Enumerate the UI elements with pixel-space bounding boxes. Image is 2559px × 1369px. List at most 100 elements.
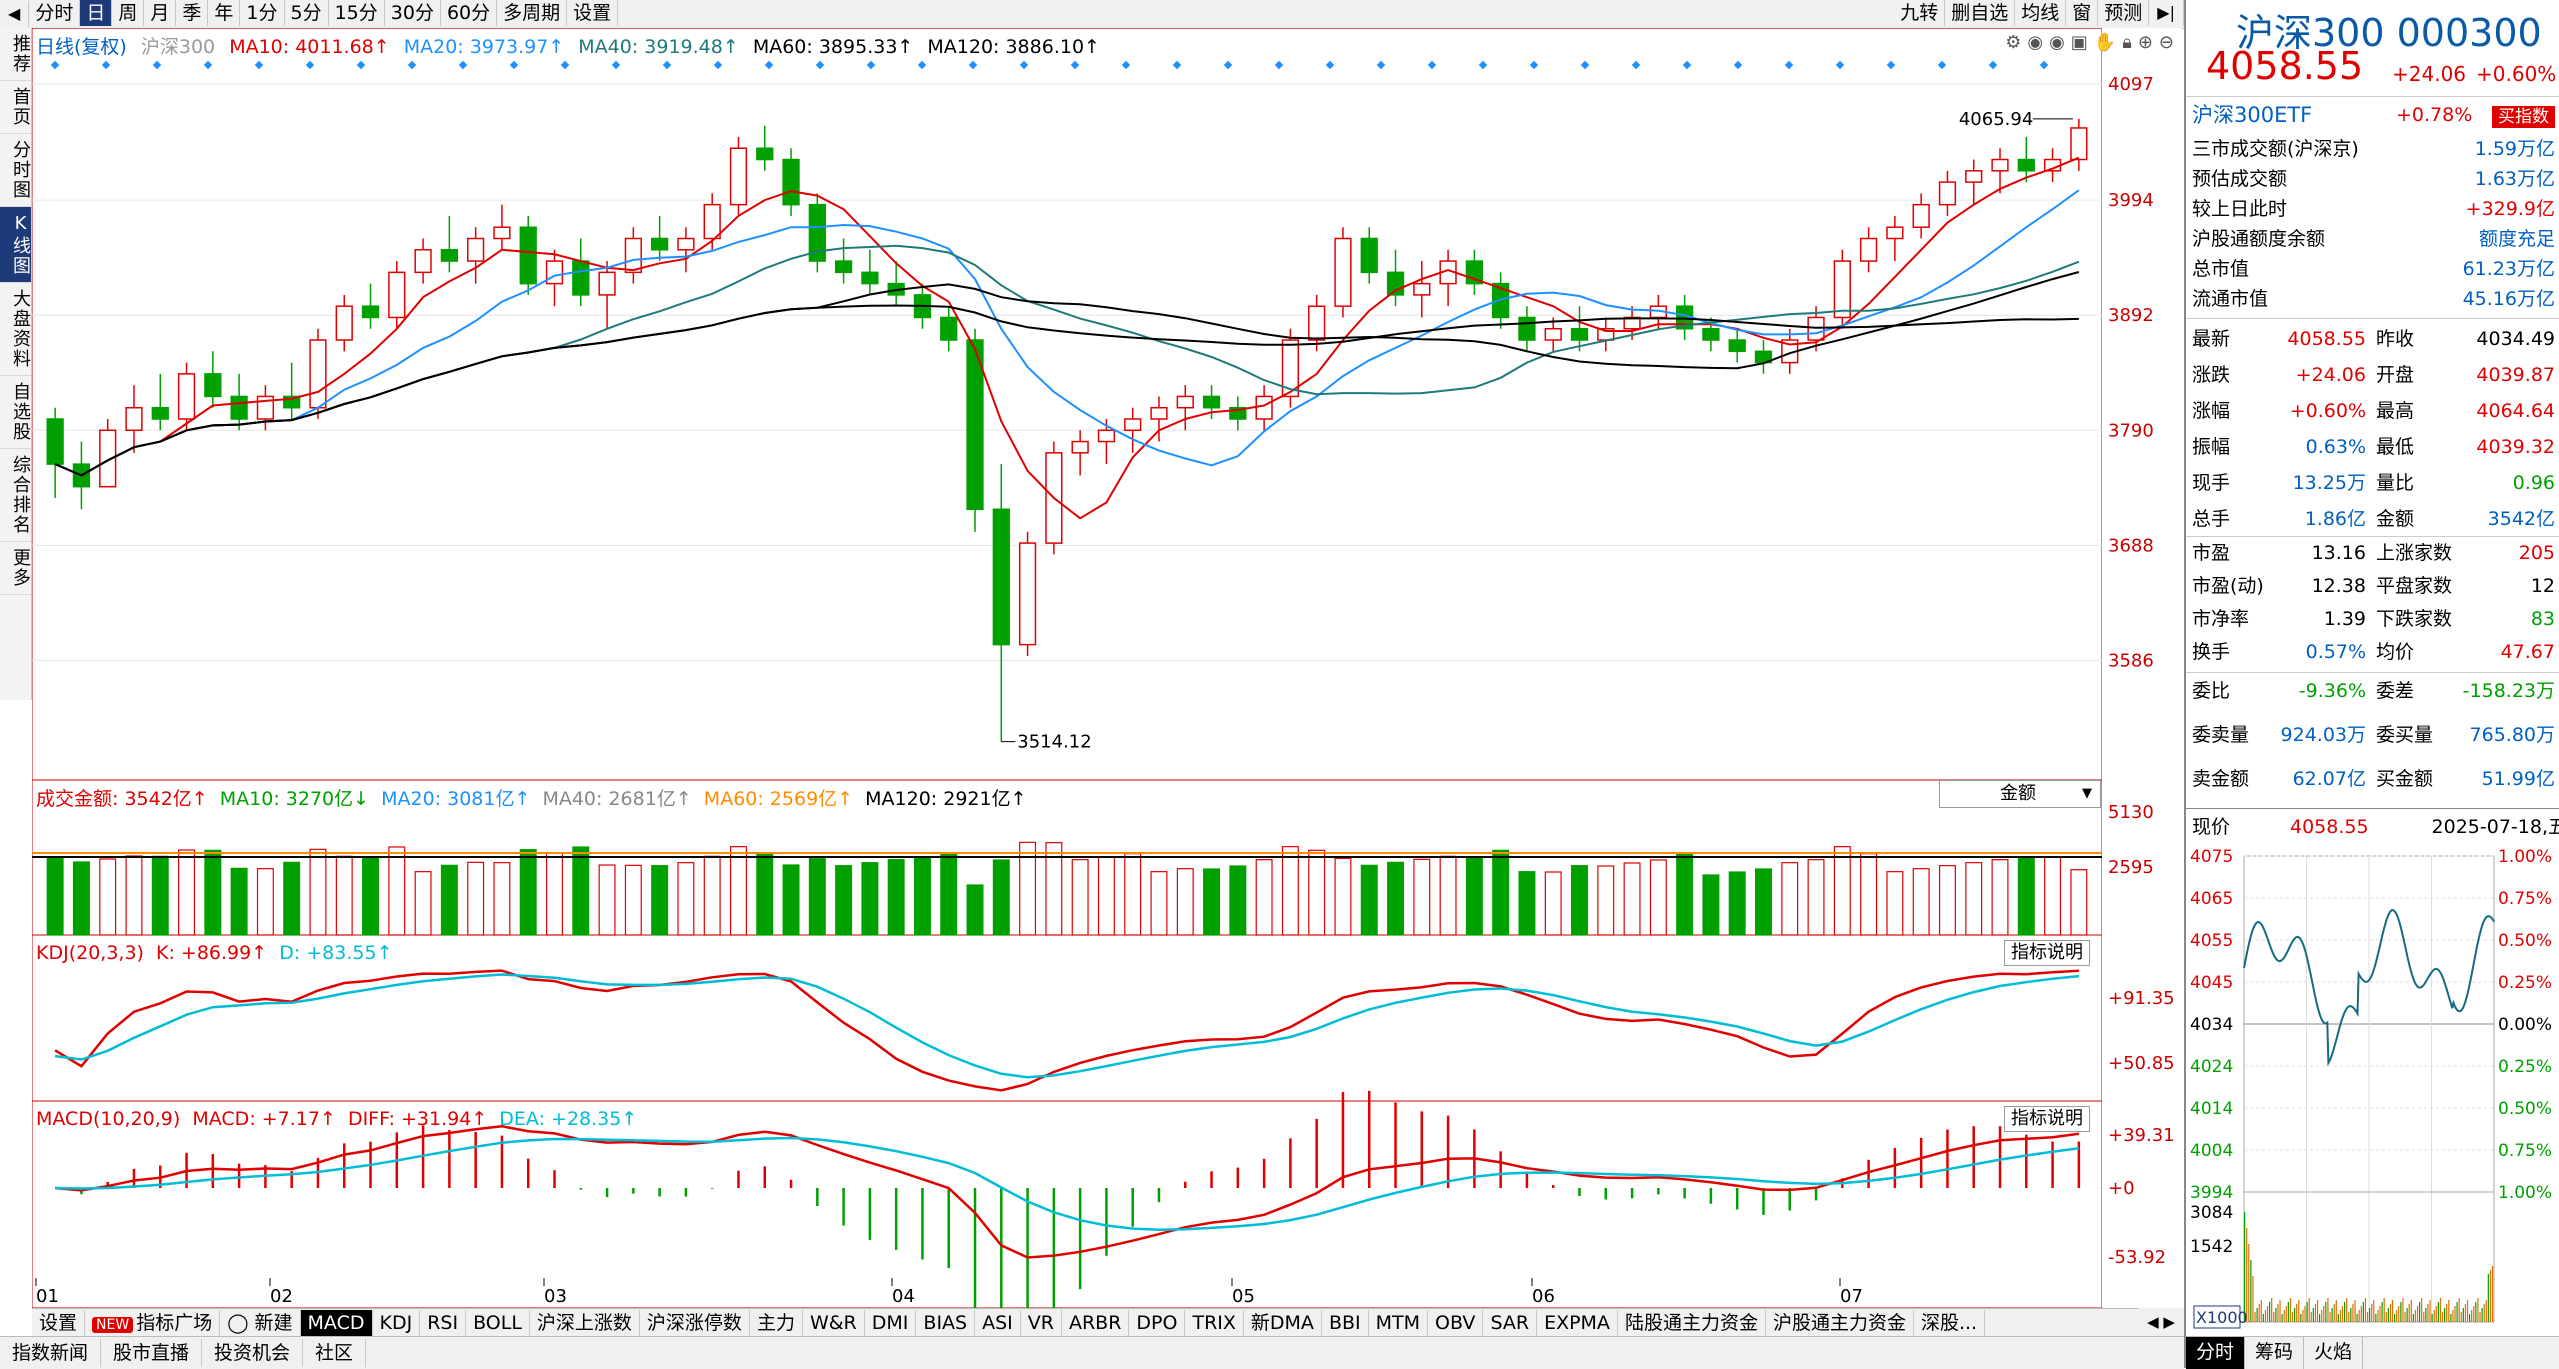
chevron-left-icon[interactable]: ◀ xyxy=(2147,1313,2159,1331)
zoom-in-icon[interactable]: ⊕ xyxy=(2137,32,2159,53)
etf-name[interactable]: 沪深300ETF xyxy=(2192,103,2313,127)
x-month-label: 07 xyxy=(1840,1286,1863,1307)
indicator-tab[interactable]: 沪股通主力资金 xyxy=(1766,1310,1914,1336)
candlestick-chart[interactable]: 4097 3994 3892 3790 3688 3586 4065.94 3514.12 51… xyxy=(32,28,2182,1308)
indicator-tab[interactable]: EXPMA xyxy=(1537,1310,1618,1336)
stat-value: 45.16万亿 xyxy=(2462,288,2555,310)
period-tab[interactable]: 日 xyxy=(80,0,113,26)
chart-type-label[interactable]: 日线(复权) xyxy=(36,36,127,58)
candle-body xyxy=(650,237,669,251)
y-tick-label: 3892 xyxy=(2108,305,2154,326)
eye-icon[interactable]: ◉ xyxy=(2049,32,2071,53)
left-nav-item[interactable]: 分时图 xyxy=(0,134,31,207)
stat-value: 1.63万亿 xyxy=(2474,168,2555,190)
indicator-tab[interactable]: 沪深上涨数 xyxy=(530,1310,640,1336)
grid-label: 市盈(动) xyxy=(2192,575,2264,597)
mini-tab[interactable]: 火焰 xyxy=(2304,1337,2364,1369)
ma60-line xyxy=(54,271,2080,477)
mini-vol-bar xyxy=(2354,1300,2356,1322)
macd-help-button[interactable]: 指标说明 xyxy=(2004,1106,2090,1132)
mini-tab[interactable]: 分时 xyxy=(2186,1337,2246,1369)
indicator-tab[interactable]: OBV xyxy=(1428,1310,1484,1336)
period-tab[interactable]: 分时 xyxy=(29,0,81,26)
hand-icon[interactable]: ✋ xyxy=(2093,32,2123,53)
toolbar-right-tab[interactable]: 九转 xyxy=(1894,0,1946,26)
collapse-left-icon[interactable]: ◀ xyxy=(0,1,30,27)
chevron-right-icon[interactable]: ▶ xyxy=(2163,1313,2175,1331)
volume-bar xyxy=(1860,853,1878,936)
toolbar-right-tab[interactable]: 窗 xyxy=(2066,0,2099,26)
indicator-tab[interactable]: ASI xyxy=(975,1310,1021,1336)
grid-label: 开盘 xyxy=(2376,364,2415,386)
indicator-tab[interactable]: 深股... xyxy=(1914,1310,1986,1336)
period-tab[interactable]: 月 xyxy=(144,0,177,26)
indicator-tab[interactable]: 主力 xyxy=(750,1310,803,1336)
period-tab[interactable]: 5分 xyxy=(285,0,329,26)
bottom-link[interactable]: 指数新闻 xyxy=(0,1339,102,1367)
left-nav-item[interactable]: 大盘资料 xyxy=(0,283,31,376)
indicator-tab[interactable]: W&R xyxy=(803,1310,865,1336)
mini-right-tick: 0.50% xyxy=(2498,1099,2552,1119)
period-tab[interactable]: 季 xyxy=(176,0,209,26)
indicator-tab[interactable]: MTM xyxy=(1369,1310,1429,1336)
toolbar-right-tab[interactable]: 预测 xyxy=(2098,0,2150,26)
indicator-tab[interactable]: BBI xyxy=(1322,1310,1369,1336)
lock-icon[interactable]: 🔒︎ xyxy=(2122,32,2138,53)
period-tab[interactable]: 30分 xyxy=(385,0,441,26)
trash-icon[interactable]: ▣ xyxy=(2070,32,2094,53)
left-nav-item[interactable]: 自选股 xyxy=(0,376,31,449)
gear-icon[interactable]: ⚙ xyxy=(2005,32,2028,53)
indicator-tab[interactable]: DPO xyxy=(1129,1310,1186,1336)
indicator-tab[interactable]: ◯ 新建 xyxy=(220,1310,301,1336)
indicator-tab[interactable]: DMI xyxy=(865,1310,917,1336)
period-tab[interactable]: 设置 xyxy=(567,0,619,26)
bottom-link[interactable]: 投资机会 xyxy=(202,1339,304,1367)
bottom-link[interactable]: 股市直播 xyxy=(101,1339,203,1367)
indicator-tab[interactable]: NEW 指标广场 xyxy=(85,1310,221,1336)
left-nav-item[interactable]: 首页 xyxy=(0,81,31,134)
toolbar-right-tab[interactable]: 删自选 xyxy=(1945,0,2016,26)
indicator-tab[interactable]: 设置 xyxy=(32,1310,86,1336)
indicator-tab[interactable]: BOLL xyxy=(466,1310,530,1336)
indicator-tab[interactable]: KDJ xyxy=(373,1310,421,1336)
etf-row[interactable]: 沪深300ETF +0.78% 买指数 xyxy=(2186,98,2559,133)
eye-icon[interactable]: ◉ xyxy=(2027,32,2050,53)
volume-type-select[interactable]: 金额 ▼ xyxy=(1939,780,2101,808)
macd-label: MACD(10,20,9) xyxy=(36,1108,181,1130)
indicator-tab[interactable]: 沪深涨停数 xyxy=(640,1310,750,1336)
indicator-tab[interactable]: VR xyxy=(1021,1310,1062,1336)
left-nav-item[interactable]: 推荐 xyxy=(0,28,31,81)
indicator-tab[interactable]: BIAS xyxy=(916,1310,976,1336)
toolbar-right-tab[interactable]: 均线 xyxy=(2015,0,2067,26)
indicator-tab[interactable]: RSI xyxy=(420,1310,467,1336)
left-nav-item[interactable]: K线图 xyxy=(0,207,31,283)
indicator-tab[interactable]: 新DMA xyxy=(1244,1310,1322,1336)
chart-area: 4097 3994 3892 3790 3688 3586 4065.94 3514.12 51… xyxy=(32,28,2182,1308)
collapse-right-icon[interactable]: ▶| xyxy=(2149,0,2184,26)
indicator-tab[interactable]: ARBR xyxy=(1062,1310,1130,1336)
bottom-link[interactable]: 社区 xyxy=(303,1339,367,1367)
indicator-tab[interactable]: 陆股通主力资金 xyxy=(1618,1310,1766,1336)
left-nav-item[interactable]: 综合排名 xyxy=(0,449,31,542)
period-tab[interactable]: 1分 xyxy=(240,0,285,26)
indicator-tab[interactable]: SAR xyxy=(1483,1310,1538,1336)
grid-value: 205 xyxy=(2518,542,2555,564)
volume-bar xyxy=(1676,853,1694,936)
grid-label: 昨收 xyxy=(2376,328,2415,350)
scroll-arrows[interactable]: ◀ ▶ xyxy=(2138,1308,2184,1336)
zoom-out-icon[interactable]: ⊖ xyxy=(2158,32,2180,53)
buy-index-button[interactable]: 买指数 xyxy=(2492,106,2555,128)
indicator-tab[interactable]: MACD xyxy=(300,1310,373,1336)
period-tab[interactable]: 60分 xyxy=(441,0,498,26)
candle-body xyxy=(230,395,248,420)
indicator-tab[interactable]: TRIX xyxy=(1185,1310,1244,1336)
kdj-help-button[interactable]: 指标说明 xyxy=(2004,940,2090,966)
mini-tab[interactable]: 筹码 xyxy=(2245,1337,2305,1369)
left-nav-item[interactable]: 更多 xyxy=(0,542,31,595)
period-tab[interactable]: 多周期 xyxy=(497,0,568,26)
intraday-mini-chart[interactable]: 4075 1.00% 4065 0.75% 4055 0.50% 4045 0.25% 4034… xyxy=(2186,846,2559,1336)
period-tab[interactable]: 年 xyxy=(208,0,241,26)
period-tab[interactable]: 15分 xyxy=(329,0,385,26)
period-tab[interactable]: 周 xyxy=(112,0,145,26)
volume-bar xyxy=(309,848,327,936)
